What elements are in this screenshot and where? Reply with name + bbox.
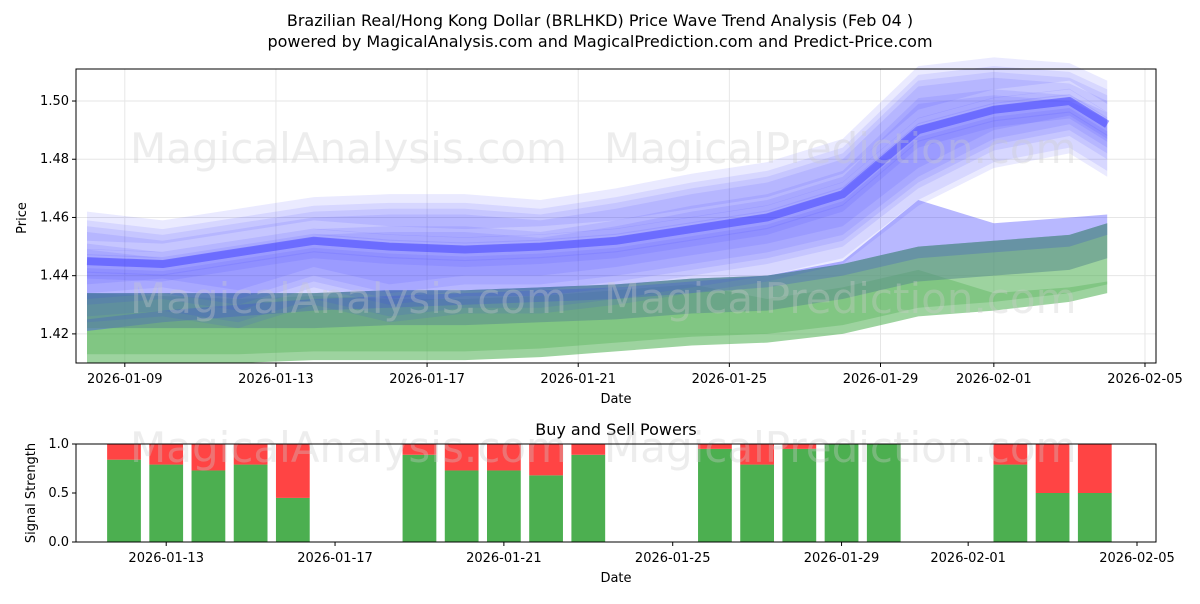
wave-band-lower-5 bbox=[87, 97, 1108, 305]
chart-subtitle: powered by MagicalAnalysis.com and Magic… bbox=[267, 32, 932, 51]
sell-power-bar bbox=[486, 444, 521, 471]
price-layers bbox=[86, 57, 1110, 363]
sell-power-bar bbox=[782, 444, 817, 449]
price-x-ticks: 2026-01-09 2026-01-13 2026-01-17 2026-01-21… bbox=[87, 363, 1183, 387]
sell-power-bar bbox=[444, 444, 479, 471]
signal-x-label: Date bbox=[600, 571, 631, 586]
buy-power-bar bbox=[740, 464, 775, 542]
wave-band-upper-4 bbox=[87, 95, 1108, 282]
price-x-tick-label: 2026-01-13 bbox=[238, 372, 314, 387]
buy-power-bar bbox=[486, 470, 521, 542]
sell-power-bar bbox=[993, 444, 1028, 465]
signal-y-label: Signal Strength bbox=[24, 443, 39, 543]
buy-power-bar bbox=[402, 454, 437, 542]
watermark-magicalanalysis-bottom: MagicalAnalysis.com bbox=[130, 423, 567, 472]
signal-x-tick-label: 2026-01-25 bbox=[635, 551, 711, 566]
buy-power-bar bbox=[191, 470, 226, 542]
signal-x-tick-label: 2026-02-01 bbox=[930, 551, 1006, 566]
overlap-band bbox=[87, 223, 1108, 329]
sell-power-bar bbox=[149, 444, 184, 465]
sell-power-bar bbox=[740, 444, 775, 465]
buy-power-bar bbox=[824, 444, 859, 542]
price-y-label: Price bbox=[15, 202, 30, 234]
buy-power-bar bbox=[233, 464, 268, 542]
watermark-magicalprediction-bottom: MagicalPrediction.com bbox=[604, 423, 1077, 472]
watermark-magicalprediction-mid: MagicalPrediction.com bbox=[604, 274, 1077, 323]
signal-x-tick-label: 2026-01-29 bbox=[804, 551, 880, 566]
signal-x-tick-label: 2026-01-21 bbox=[466, 551, 542, 566]
price-y-tick-label: 1.48 bbox=[40, 152, 69, 167]
price-chart: MagicalAnalysis.com MagicalPrediction.co… bbox=[15, 57, 1183, 407]
wave-center-line bbox=[86, 97, 1110, 269]
price-x-tick-label: 2026-01-29 bbox=[843, 372, 919, 387]
wave-band-upper-0 bbox=[87, 77, 1108, 265]
wave-band-lower-2 bbox=[87, 108, 1108, 323]
price-x-tick-label: 2026-01-21 bbox=[540, 372, 616, 387]
wave-band-upper-1 bbox=[87, 66, 1108, 253]
watermark-magicalanalysis-mid: MagicalAnalysis.com bbox=[130, 274, 567, 323]
wave-band-lower-3 bbox=[87, 88, 1108, 291]
sell-power-bar bbox=[191, 444, 226, 471]
sell-power-bar bbox=[107, 444, 141, 460]
wave-band-lower-1 bbox=[87, 94, 1108, 299]
price-y-ticks: 1.42 1.44 1.46 1.48 1.50 bbox=[40, 94, 76, 342]
buy-power-bar bbox=[698, 448, 732, 542]
signal-x-tick-label: 2026-01-13 bbox=[128, 551, 204, 566]
buy-power-bar bbox=[571, 454, 606, 542]
buy-power-bar bbox=[866, 444, 901, 542]
buy-power-bar bbox=[993, 464, 1028, 542]
wave-band-lower-4 bbox=[87, 111, 1108, 329]
price-x-tick-label: 2026-01-17 bbox=[389, 372, 465, 387]
price-y-tick-label: 1.44 bbox=[40, 269, 69, 284]
signal-y-tick-label: 1.0 bbox=[48, 437, 69, 452]
wave-band-upper-2 bbox=[87, 89, 1108, 276]
signal-x-tick-label: 2026-01-17 bbox=[297, 551, 373, 566]
sell-power-bar bbox=[402, 444, 437, 455]
signal-chart-title: Buy and Sell Powers bbox=[535, 420, 697, 439]
price-y-tick-label: 1.46 bbox=[40, 210, 69, 225]
price-x-label: Date bbox=[600, 392, 631, 407]
sell-power-bar bbox=[571, 444, 606, 455]
price-y-tick-label: 1.50 bbox=[40, 94, 69, 109]
signal-y-ticks: 0.0 0.5 1.0 bbox=[48, 437, 76, 550]
chart-title: Brazilian Real/Hong Kong Dollar (BRLHKD)… bbox=[287, 11, 913, 30]
sell-power-bar bbox=[529, 444, 563, 476]
buy-power-bar bbox=[1035, 493, 1070, 542]
watermark-magicalprediction-top: MagicalPrediction.com bbox=[604, 124, 1077, 173]
watermark-magicalanalysis-top: MagicalAnalysis.com bbox=[130, 124, 567, 173]
sell-power-bar bbox=[275, 444, 310, 498]
buy-power-bar bbox=[529, 475, 563, 542]
buy-power-bar bbox=[107, 459, 141, 542]
buy-power-bar bbox=[149, 464, 184, 542]
price-x-tick-label: 2026-01-25 bbox=[692, 372, 768, 387]
wave-band-upper-5 bbox=[87, 71, 1108, 259]
sell-power-bar bbox=[698, 444, 732, 449]
price-x-tick-label: 2026-02-01 bbox=[956, 372, 1032, 387]
price-plot-frame bbox=[75, 68, 1157, 364]
buy-power-bar bbox=[444, 470, 479, 542]
sell-power-bar bbox=[233, 444, 268, 465]
price-y-tick-label: 1.42 bbox=[40, 327, 69, 342]
buy-power-bar bbox=[782, 448, 817, 542]
price-x-tick-label: 2026-01-09 bbox=[87, 372, 163, 387]
sell-power-bar bbox=[1077, 444, 1112, 493]
wave-band-upper-3 bbox=[87, 57, 1108, 244]
signal-y-tick-label: 0.5 bbox=[48, 486, 69, 501]
price-x-tick-label: 2026-02-05 bbox=[1107, 372, 1183, 387]
wave-band-lower-0 bbox=[87, 101, 1108, 311]
signal-x-tick-label: 2026-02-05 bbox=[1099, 551, 1175, 566]
signal-chart: Buy and Sell Powers MagicalAnalysis.com … bbox=[24, 420, 1175, 586]
signal-x-ticks: 2026-01-13 2026-01-17 2026-01-21 2026-01-25… bbox=[128, 542, 1175, 566]
buy-power-bar bbox=[275, 497, 310, 542]
signal-y-tick-label: 0.0 bbox=[48, 535, 69, 550]
signal-bars bbox=[107, 444, 1112, 542]
sell-power-bar bbox=[1035, 444, 1070, 493]
buy-power-bar bbox=[1077, 493, 1112, 542]
